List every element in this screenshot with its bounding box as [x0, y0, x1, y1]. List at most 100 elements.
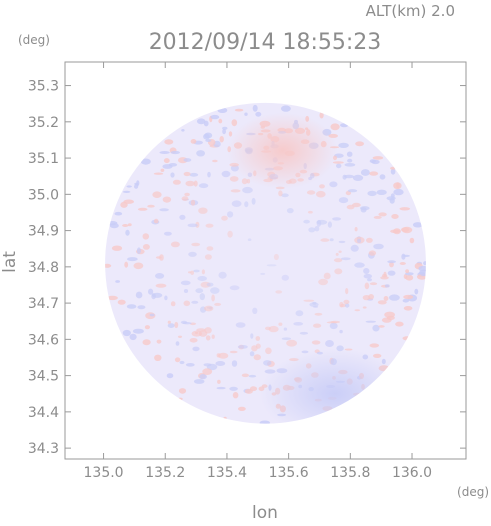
echo-speckle [216, 386, 226, 390]
echo-speckle [255, 111, 262, 117]
echo-speckle [228, 131, 233, 137]
echo-speckle [338, 250, 342, 253]
x-axis-ticks: 135.0 135.2 135.4 135.6 135.8 136.0 [84, 62, 432, 481]
echo-speckle [166, 373, 174, 379]
echo-speckle [172, 179, 181, 185]
echo-speckle [347, 158, 353, 163]
echo-speckle [372, 156, 384, 160]
y-tick-label: 34.4 [28, 405, 59, 421]
echo-speckle [366, 237, 373, 243]
echo-speckle [127, 257, 138, 262]
echo-speckle [197, 276, 207, 281]
echo-speckle [378, 325, 385, 328]
echo-speckle [170, 301, 176, 307]
echo-speckle [190, 270, 194, 275]
echo-speckle [402, 298, 409, 303]
echo-speckle [360, 169, 370, 176]
echo-speckle [205, 335, 211, 341]
echo-speckle [281, 193, 289, 198]
echo-speckle [154, 354, 162, 361]
echo-speckle [323, 272, 331, 280]
echo-speckle [229, 176, 239, 182]
echo-speckle [221, 215, 228, 221]
echo-speckle [247, 238, 252, 241]
echo-speckle [147, 204, 155, 208]
echo-speckle [390, 229, 401, 234]
echo-speckle [206, 282, 214, 287]
echo-speckle [350, 244, 359, 252]
echo-speckle [210, 114, 220, 120]
echo-speckle [399, 207, 411, 211]
echo-speckle [376, 189, 387, 195]
echo-speckle [191, 300, 199, 304]
timestamp-title: 2012/09/14 18:55:23 [149, 30, 382, 55]
echo-speckle [405, 269, 409, 274]
echo-speckle [249, 386, 258, 392]
x-tick-label: 135.4 [207, 465, 247, 481]
echo-speckle [196, 118, 206, 125]
echo-speckle [402, 336, 412, 341]
echo-speckle [234, 108, 244, 112]
map-area [105, 102, 426, 424]
echo-speckle [152, 191, 162, 198]
echo-speckle [227, 211, 234, 218]
echo-speckle [132, 328, 144, 334]
echo-speckle [136, 247, 141, 254]
echo-speckle [170, 241, 180, 248]
echo-speckle [134, 182, 139, 186]
echo-speckle [391, 214, 399, 219]
echo-speckle [156, 339, 162, 344]
echo-speckle [251, 197, 256, 205]
echo-speckle [155, 273, 165, 279]
echo-speckle [338, 240, 346, 244]
echo-speckle [142, 339, 151, 346]
echo-speckle [115, 280, 120, 283]
echo-speckle [252, 104, 258, 112]
echo-speckle [109, 223, 119, 229]
echo-speckle [347, 189, 358, 193]
echo-speckle [122, 224, 129, 227]
echo-speckle [148, 288, 154, 295]
echo-speckle [204, 254, 212, 260]
echo-speckle [137, 207, 148, 211]
echo-speckle [383, 296, 389, 301]
echo-speckle [320, 238, 330, 242]
echo-speckle [409, 237, 415, 244]
echo-speckle [405, 274, 414, 281]
echo-speckle [211, 294, 215, 302]
y-axis-ticks: 35.3 35.2 35.1 35.0 34.9 34.8 34.7 34.6 34.5 34.4… [28, 79, 466, 457]
echo-speckle [346, 151, 353, 157]
echo-speckle [206, 246, 214, 251]
echo-speckle [167, 320, 171, 324]
echo-speckle [308, 227, 316, 233]
y-unit-label: (deg) [18, 33, 50, 47]
echo-speckle [190, 199, 196, 206]
echo-speckle [153, 172, 164, 175]
echo-speckle [329, 322, 338, 330]
echo-speckle [354, 227, 358, 232]
echo-speckle [278, 322, 283, 326]
echo-speckle [329, 238, 334, 242]
echo-speckle [129, 333, 137, 341]
echo-speckle [178, 335, 182, 338]
echo-speckle [126, 304, 137, 309]
echo-speckle [336, 163, 342, 169]
echo-speckle [377, 300, 387, 305]
echo-speckle [241, 178, 248, 185]
echo-speckle [389, 197, 395, 204]
echo-speckle [191, 242, 201, 247]
echo-speckle [281, 274, 289, 281]
x-tick-label: 135.0 [84, 465, 124, 481]
echo-speckle [160, 168, 165, 172]
echo-speckle [230, 189, 241, 193]
echo-speckle [278, 190, 283, 197]
echo-speckle [191, 330, 202, 337]
echo-speckle [217, 379, 221, 384]
echo-speckle [312, 301, 317, 305]
echo-speckle [135, 291, 143, 299]
x-tick-label: 135.8 [330, 465, 370, 481]
echo-speckle [222, 128, 227, 135]
echo-speckle [403, 294, 414, 300]
echo-speckle [352, 202, 361, 208]
